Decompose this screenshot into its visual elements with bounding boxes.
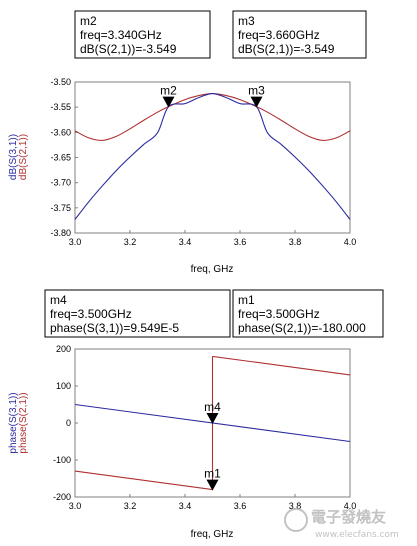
marker-m1-triangle: [206, 479, 219, 491]
plot-phase: 3.0 3.2 3.4 3.6 3.8 4.0 200 100 0 -100 -200 m4 m1 f…: [8, 344, 356, 540]
marker-m1-line1: m1: [238, 293, 255, 307]
y-tick-label: -3.50: [50, 77, 71, 87]
marker-m4-line3: phase(S(3,1))=9.549E-5: [50, 321, 179, 335]
marker-m1-line2: freq=3.500GHz: [238, 307, 320, 321]
marker-m1-label: m1: [204, 467, 221, 481]
marker-box-m2: m2 freq=3.340GHz dB(S(2,1))=-3.549: [74, 10, 211, 59]
y-tick-label: -3.80: [50, 228, 71, 238]
marker-m4-triangle: [206, 413, 219, 424]
x-tick-label: 3.2: [124, 501, 137, 511]
x-tick-label: 3.6: [234, 237, 247, 247]
plot-magnitude-xlabel: freq, GHz: [191, 264, 234, 275]
x-tick-label: 4.0: [344, 237, 357, 247]
x-tick-label: 3.0: [69, 501, 82, 511]
marker-box-m4: m4 freq=3.500GHz phase(S(3,1))=9.549E-5: [44, 289, 231, 338]
y-tick-label: -200: [53, 492, 71, 502]
series-line-dbs31: [74, 93, 351, 220]
plot-magnitude: 3.0 3.2 3.4 3.6 3.8 4.0 -3.50 -3.55 -3.60 -3.65 -3…: [8, 77, 356, 275]
x-tick-label: 3.8: [289, 501, 302, 511]
marker-m3-label: m3: [248, 84, 265, 98]
plot-magnitude-ylabel-s21: dB(S(2,1)): [18, 134, 29, 180]
x-tick-label: 3.0: [69, 237, 82, 247]
y-tick-label: 200: [56, 344, 71, 354]
x-tick-label: 4.0: [344, 501, 357, 511]
marker-m3-line3: dB(S(2,1))=-3.549: [238, 42, 335, 56]
marker-m1-line3: phase(S(2,1))=-180.000: [238, 321, 366, 335]
plot-magnitude-frame: [74, 81, 351, 234]
y-tick-label: -100: [53, 455, 71, 465]
marker-m4-line2: freq=3.500GHz: [50, 307, 132, 321]
x-tick-label: 3.8: [289, 237, 302, 247]
x-tick-label: 3.4: [179, 237, 192, 247]
series-line-phases21: [74, 470, 213, 491]
marker-m3-line2: freq=3.660GHz: [238, 28, 320, 42]
x-tick-label: 3.4: [179, 501, 192, 511]
watermark-logo-icon: [284, 508, 308, 532]
marker-box-m3: m3 freq=3.660GHz dB(S(2,1))=-3.549: [232, 10, 367, 59]
watermark-main: 電子發燒友: [311, 508, 386, 526]
x-tick-label: 3.6: [234, 501, 247, 511]
marker-m3-line1: m3: [238, 14, 255, 28]
marker-m2-line2: freq=3.340GHz: [80, 28, 162, 42]
marker-m2-line3: dB(S(2,1))=-3.549: [80, 42, 177, 56]
y-tick-label: 0: [66, 418, 71, 428]
plot-phase-xlabel: freq, GHz: [191, 529, 234, 540]
series-line-phases21: [212, 355, 351, 376]
marker-m4-label: m4: [204, 400, 221, 414]
marker-m2-triangle: [162, 96, 175, 108]
marker-box-m1: m1 freq=3.500GHz phase(S(2,1))=-180.000: [232, 289, 384, 338]
marker-m4-line1: m4: [50, 293, 67, 307]
plot-phase-ylabel-s31: phase(S(3,1)): [8, 392, 19, 453]
y-tick-label: -3.65: [50, 153, 71, 163]
y-tick-label: -3.55: [50, 102, 71, 112]
marker-m3-triangle: [250, 96, 263, 108]
watermark-sub: www.elecfans.com: [315, 530, 399, 540]
plot-magnitude-ylabel-s31: dB(S(3,1)): [8, 134, 19, 180]
watermark: 電子發燒友 www.elecfans.com: [284, 508, 399, 540]
plot-phase-ylabel-s21: phase(S(2,1)): [18, 392, 29, 453]
y-tick-label: -3.70: [50, 178, 71, 188]
y-tick-label: -3.60: [50, 127, 71, 137]
marker-m2-label: m2: [160, 84, 177, 98]
y-tick-label: 100: [56, 381, 71, 391]
marker-m2-line1: m2: [80, 14, 97, 28]
y-tick-label: -3.75: [50, 203, 71, 213]
x-tick-label: 3.2: [124, 237, 137, 247]
series-line-dbs21: [74, 93, 351, 141]
